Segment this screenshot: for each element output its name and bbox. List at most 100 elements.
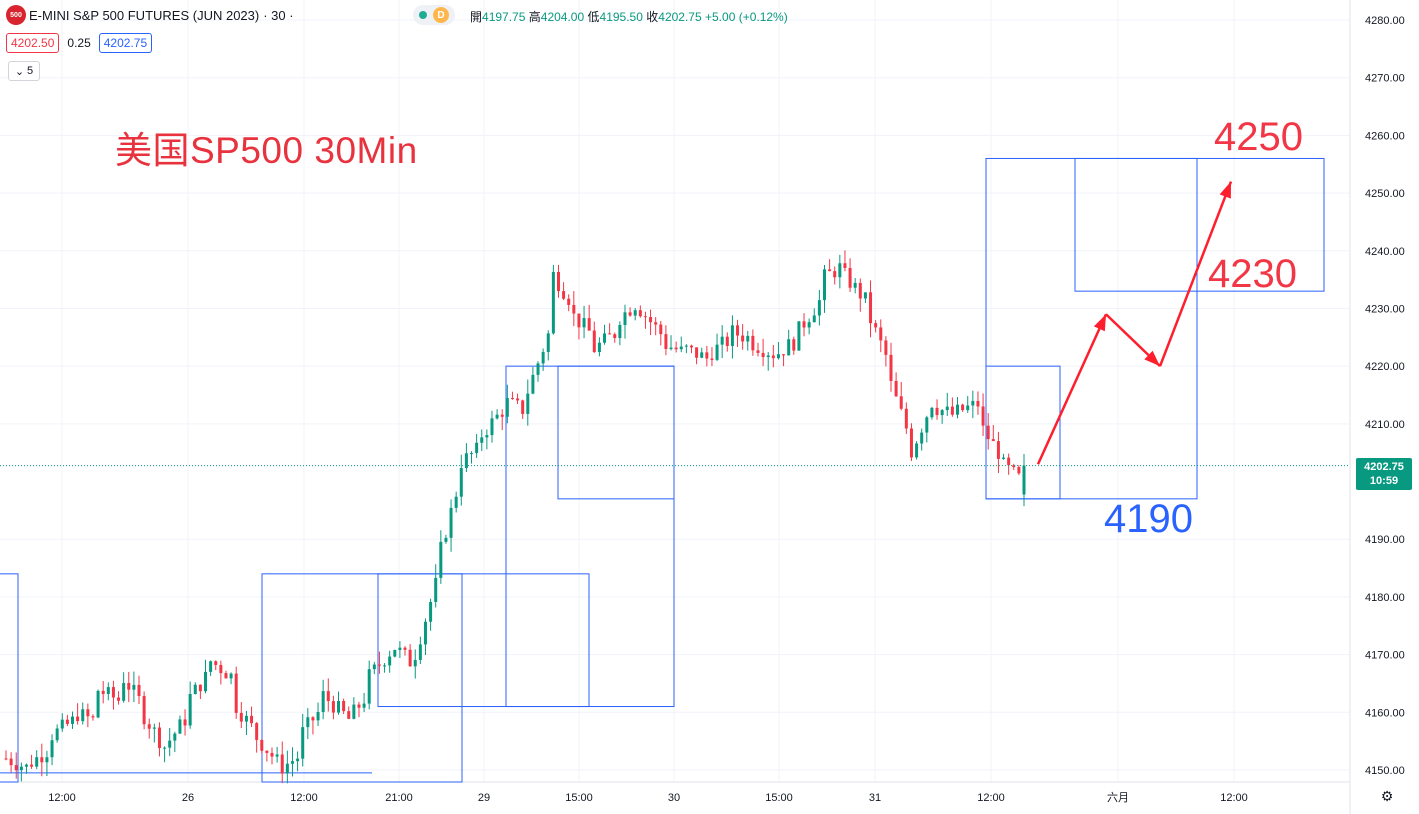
candle-body	[270, 752, 274, 757]
candle-body	[55, 728, 59, 741]
candle-body	[193, 684, 197, 695]
candle-body	[771, 355, 775, 359]
candle-body	[311, 717, 315, 721]
candle-body	[802, 321, 806, 328]
candle-body	[393, 649, 397, 657]
annotation-4250: 4250	[1214, 115, 1303, 159]
candle-body	[536, 363, 540, 375]
x-tick-label: 12:00	[290, 792, 318, 804]
candle-body	[664, 334, 668, 349]
candle-body	[971, 400, 975, 406]
candle-body	[147, 724, 151, 729]
candle-body	[915, 443, 919, 458]
candle-body	[797, 321, 801, 351]
candle-body	[50, 740, 54, 758]
candle-body	[342, 701, 346, 712]
range-boxes	[0, 157, 1325, 783]
candle-body	[168, 740, 172, 748]
delayed-badge: D	[433, 7, 449, 23]
candle-body	[408, 649, 412, 667]
candle-body	[925, 417, 929, 433]
candle-body	[940, 410, 944, 416]
candle-body	[35, 757, 39, 767]
sell-price-button[interactable]: 4202.50	[6, 32, 60, 53]
candle-body	[275, 754, 279, 757]
candle-body	[423, 621, 427, 645]
candle-body	[117, 697, 121, 701]
candle-body	[485, 435, 489, 438]
x-tick-label: 31	[869, 792, 881, 804]
candle-body	[741, 335, 745, 342]
price-axis: 4280.00 4270.00 4260.00 4250.00 4240.00 4230.…	[1349, 0, 1405, 814]
candle-body	[178, 719, 182, 734]
candle-body	[111, 687, 115, 698]
chart-header: 500 E-MINI S&P 500 FUTURES (JUN 2023) · …	[0, 0, 294, 30]
symbol-title[interactable]: E-MINI S&P 500 FUTURES (JUN 2023)	[29, 7, 260, 23]
candle-body	[183, 719, 187, 726]
resolution-label[interactable]: · 30 ·	[263, 7, 294, 23]
indicators-toggle[interactable]: ⌄ 5	[8, 61, 40, 81]
candle-body	[935, 407, 939, 416]
candle-body	[429, 601, 433, 622]
candle-body	[434, 577, 438, 602]
candle-body	[1002, 457, 1006, 459]
candle-body	[86, 709, 90, 717]
candle-body	[720, 336, 724, 345]
candle-body	[981, 406, 985, 426]
candle-body	[234, 673, 238, 713]
candle-body	[930, 407, 934, 418]
candle-body	[326, 691, 330, 702]
ohlc-readout: 開4197.75 高4204.00 低4195.50 收4202.75 +5.0…	[470, 8, 788, 25]
time-axis: 12:00 26 12:00 21:00 29 15:00 30 15:00 31 12:00 六月…	[0, 781, 1350, 804]
candle-body	[377, 664, 381, 666]
candle-body	[163, 747, 167, 749]
candle-body	[337, 701, 341, 713]
candle-body	[301, 727, 305, 759]
candle-body	[1022, 465, 1026, 495]
x-tick-label: 30	[668, 792, 680, 804]
candle-body	[628, 312, 632, 316]
indicator-count: 5	[27, 65, 34, 77]
candle-body	[812, 315, 816, 323]
candle-body	[633, 310, 637, 316]
y-tick-label: 4150.00	[1365, 765, 1405, 777]
candle-body	[945, 406, 949, 411]
candle-body	[214, 661, 218, 665]
market-status[interactable]: D	[413, 5, 455, 25]
projection-arrow-head	[1144, 350, 1160, 367]
candle-body	[413, 659, 417, 667]
candle-body	[4, 758, 8, 760]
candle-body	[122, 682, 126, 701]
candle-body	[649, 317, 653, 323]
candle-body	[874, 323, 878, 328]
x-tick-label: 12:00	[1220, 792, 1248, 804]
projection-arrow-head	[1219, 181, 1231, 199]
candle-body	[884, 340, 888, 355]
candle-body	[751, 335, 755, 351]
candle-body	[454, 496, 458, 508]
x-tick-label: 六月	[1107, 791, 1129, 804]
gear-icon[interactable]: ⚙	[1380, 788, 1394, 804]
buy-price-button[interactable]: 4202.75	[98, 32, 153, 53]
x-tick-label: 15:00	[765, 792, 793, 804]
candle-body	[608, 333, 612, 335]
candle-body	[321, 691, 325, 712]
candle-body	[157, 727, 161, 748]
candle-body	[828, 269, 832, 272]
candle-body	[495, 414, 499, 419]
candle-body	[219, 664, 223, 674]
candle-body	[848, 268, 852, 288]
candle-body	[889, 354, 893, 381]
candle-body	[347, 711, 351, 719]
candle-body	[725, 336, 729, 347]
candle-body	[736, 325, 740, 336]
candle-body	[761, 352, 765, 358]
bar-countdown: 10:59	[1369, 475, 1399, 487]
candle-body	[782, 354, 786, 356]
y-tick-label: 4220.00	[1365, 361, 1405, 373]
candle-body	[60, 719, 64, 729]
candle-body	[787, 339, 791, 356]
candle-body	[306, 717, 310, 728]
candle-body	[255, 723, 259, 740]
